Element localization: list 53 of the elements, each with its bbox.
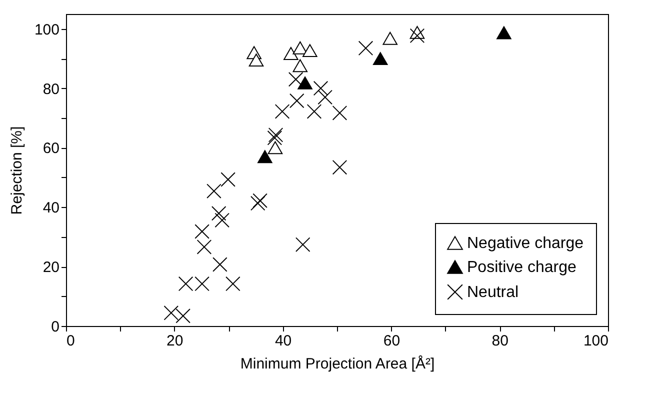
legend-label: Positive charge xyxy=(467,259,576,276)
y-tick-label: 80 xyxy=(42,80,60,98)
point xyxy=(292,59,308,72)
point xyxy=(274,104,290,119)
point xyxy=(212,257,228,272)
x-tick-label: 0 xyxy=(66,332,75,350)
point xyxy=(313,80,328,96)
point xyxy=(214,212,230,228)
point xyxy=(268,141,283,154)
point xyxy=(211,206,226,221)
point xyxy=(206,184,222,198)
legend-label: Negative charge xyxy=(467,235,584,252)
point xyxy=(382,32,398,45)
point xyxy=(194,224,210,239)
x-tick-label: 60 xyxy=(383,332,400,350)
point xyxy=(332,160,348,175)
point xyxy=(252,193,268,208)
x-axis-title: Minimum Projection Area [Å²] xyxy=(240,354,435,372)
legend-label: Neutral xyxy=(467,284,519,301)
point xyxy=(358,40,374,56)
point xyxy=(196,240,212,254)
point xyxy=(295,237,310,252)
point xyxy=(292,41,308,54)
x-tick-label: 40 xyxy=(274,332,292,350)
point xyxy=(298,76,312,90)
point xyxy=(372,52,388,66)
x-tick-label: 100 xyxy=(583,332,608,350)
point xyxy=(496,26,512,40)
y-tick-label: 40 xyxy=(42,200,60,217)
point xyxy=(284,47,298,60)
point xyxy=(268,128,284,142)
point xyxy=(290,93,304,108)
x-tick-label: 80 xyxy=(492,332,508,350)
point xyxy=(267,130,282,146)
y-tick-label: 20 xyxy=(42,259,60,276)
point xyxy=(306,104,322,119)
point xyxy=(250,196,266,211)
point xyxy=(220,172,236,187)
point xyxy=(410,28,425,44)
point xyxy=(226,276,240,292)
point xyxy=(288,72,304,87)
point xyxy=(302,44,318,58)
point xyxy=(248,54,264,67)
point xyxy=(164,306,179,320)
point xyxy=(258,150,272,164)
point xyxy=(176,308,190,324)
y-tick-label: 60 xyxy=(42,140,60,158)
x-tick-label: 20 xyxy=(166,332,184,350)
point xyxy=(332,106,348,120)
y-tick-label: 100 xyxy=(34,21,60,38)
y-tick-label: 0 xyxy=(51,318,60,336)
y-axis-title: Rejection [%] xyxy=(8,126,26,215)
point xyxy=(318,90,332,105)
